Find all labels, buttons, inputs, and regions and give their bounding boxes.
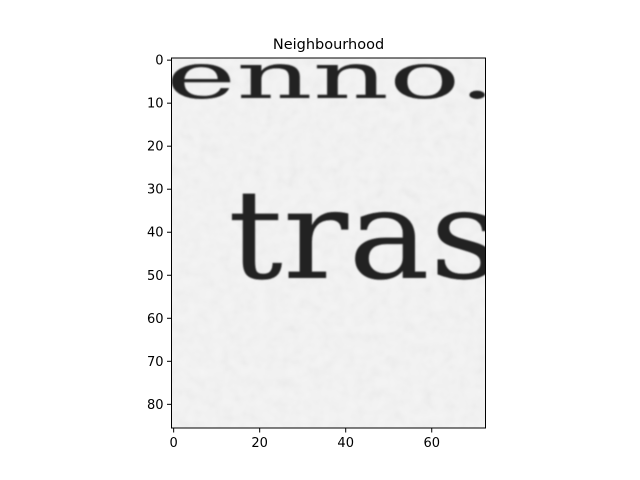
main-word-text: tras xyxy=(228,164,500,308)
y-tick-label: 50 xyxy=(147,269,164,284)
y-tick-label: 80 xyxy=(147,398,164,413)
x-tick-label: 60 xyxy=(423,436,440,451)
y-tick-label: 10 xyxy=(147,97,164,112)
x-tick-label: 20 xyxy=(251,436,268,451)
y-tick-label: 20 xyxy=(147,140,164,155)
x-axis: 0 20 40 60 xyxy=(170,428,440,451)
y-tick-label: 70 xyxy=(147,355,164,370)
x-tick-label: 40 xyxy=(337,436,354,451)
y-tick-label: 60 xyxy=(147,312,164,327)
x-tick-label: 0 xyxy=(170,436,178,451)
image-area: enno. tras xyxy=(166,40,500,428)
y-axis: 0 10 20 30 40 50 60 70 80 xyxy=(147,54,172,413)
y-tick-label: 40 xyxy=(147,226,164,241)
y-tick-label: 0 xyxy=(155,54,163,69)
y-tick-label: 30 xyxy=(147,183,164,198)
chart-title: Neighbourhood xyxy=(273,37,384,53)
